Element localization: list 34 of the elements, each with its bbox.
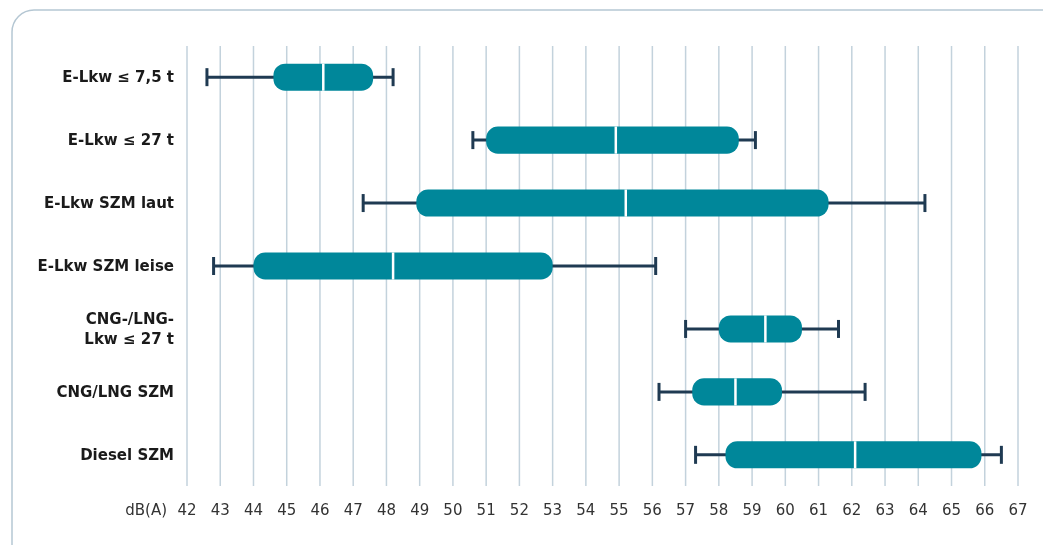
y-tick-label: E-Lkw SZM leise [37, 257, 174, 275]
x-tick-label: 42 [177, 501, 197, 519]
x-tick-label: 49 [410, 501, 430, 519]
x-tick-label: 44 [243, 501, 264, 519]
x-tick-label: 64 [908, 501, 928, 519]
x-tick-label: 58 [709, 501, 729, 519]
x-tick-label: 50 [443, 501, 463, 519]
x-tick-label: 47 [343, 501, 363, 519]
y-tick-label: E-Lkw ≤ 27 t [67, 131, 174, 150]
x-tick-label: 56 [642, 501, 662, 519]
x-tick-label: 66 [975, 501, 995, 519]
x-axis-title: dB(A) [125, 501, 167, 519]
x-tick-label: 61 [809, 501, 829, 519]
y-tick-label: Diesel SZM [80, 445, 174, 464]
x-tick-label: 52 [509, 501, 529, 519]
x-tick-label: 67 [1008, 501, 1028, 519]
y-tick-label: CNG/LNG SZM [56, 382, 174, 401]
y-tick-label: E-Lkw ≤ 7,5 t [62, 68, 174, 87]
y-tick-label: CNG-/LNG- Lkw ≤ 27 t [84, 309, 174, 348]
y-tick-label: E-Lkw SZM laut [43, 194, 174, 213]
x-tick-label: 46 [310, 501, 330, 519]
x-tick-label: 65 [941, 501, 962, 519]
x-tick-label: 57 [676, 501, 696, 519]
x-tick-label: 60 [775, 501, 795, 519]
x-tick-label: 48 [376, 501, 396, 519]
x-tick-label: 43 [210, 501, 230, 519]
x-tick-label: 63 [875, 501, 895, 519]
x-tick-label: 45 [277, 501, 297, 519]
x-tick-label: 53 [543, 501, 563, 519]
x-tick-label: 54 [576, 501, 596, 519]
x-tick-label: 55 [609, 501, 629, 519]
x-tick-label: 62 [842, 501, 862, 519]
x-tick-label: 51 [476, 501, 496, 519]
x-tick-label: 59 [742, 501, 762, 519]
